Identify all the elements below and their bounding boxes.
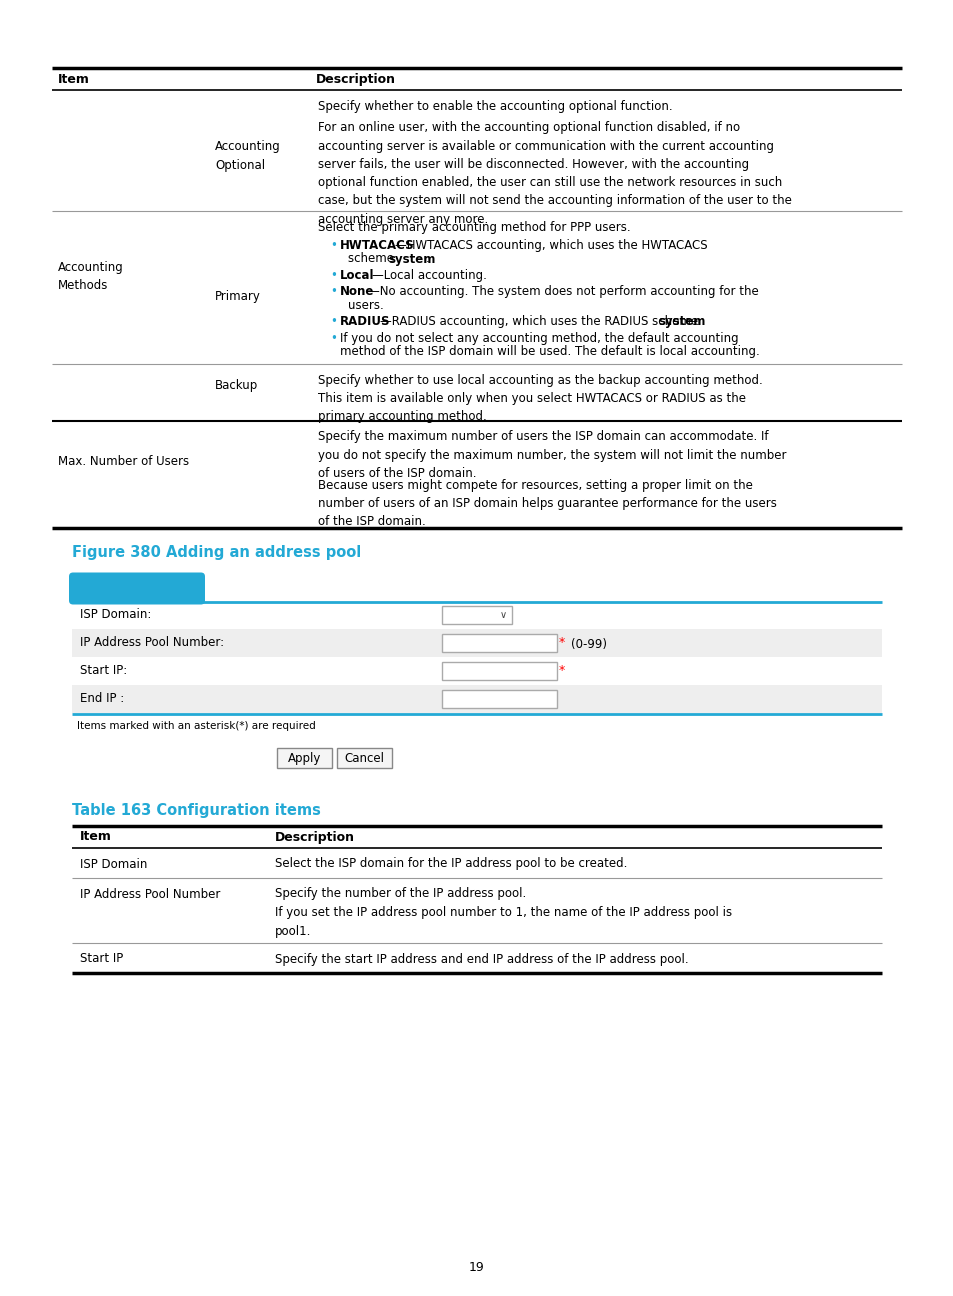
Text: Specify whether to use local accounting as the backup accounting method.
This it: Specify whether to use local accounting …	[317, 375, 762, 424]
Text: Because users might compete for resources, setting a proper limit on the
number : Because users might compete for resource…	[317, 480, 776, 529]
Bar	[441, 635, 557, 652]
Text: Apply: Apply	[288, 753, 321, 766]
Text: Description: Description	[274, 831, 355, 844]
Text: •: •	[330, 285, 336, 298]
Text: Item: Item	[58, 73, 90, 86]
Text: pool1.: pool1.	[274, 924, 311, 937]
Text: Item: Item	[80, 831, 112, 844]
Text: If you set the IP address pool number to 1, the name of the IP address pool is: If you set the IP address pool number to…	[274, 906, 731, 919]
Text: Specify the number of the IP address pool.: Specify the number of the IP address poo…	[274, 888, 526, 901]
Text: *: *	[558, 665, 565, 678]
Text: Description: Description	[315, 73, 395, 86]
Text: scheme: scheme	[348, 253, 397, 266]
Text: •: •	[330, 315, 336, 328]
Text: 19: 19	[469, 1261, 484, 1274]
Text: Select the primary accounting method for PPP users.: Select the primary accounting method for…	[317, 220, 630, 233]
Text: Specify the start IP address and end IP address of the IP address pool.: Specify the start IP address and end IP …	[274, 953, 688, 966]
Text: Select the ISP domain for the IP address pool to be created.: Select the ISP domain for the IP address…	[274, 858, 627, 871]
Text: Start IP: Start IP	[80, 953, 123, 966]
Text: Accounting
Optional: Accounting Optional	[214, 140, 280, 172]
Text: Local: Local	[339, 270, 375, 283]
Text: Items marked with an asterisk(*) are required: Items marked with an asterisk(*) are req…	[77, 722, 315, 731]
Text: Primary: Primary	[214, 290, 260, 303]
Text: IP Address Pool Number:: IP Address Pool Number:	[80, 636, 224, 649]
Text: .: .	[696, 315, 699, 328]
Text: Backup: Backup	[214, 378, 258, 391]
Text: •: •	[330, 332, 336, 345]
Text: ISP Domain:: ISP Domain:	[80, 609, 152, 622]
FancyBboxPatch shape	[69, 573, 205, 604]
Text: End IP :: End IP :	[80, 692, 124, 705]
Bar	[441, 607, 512, 625]
Text: ∨: ∨	[499, 610, 507, 621]
Text: —HWTACACS accounting, which uses the HWTACACS: —HWTACACS accounting, which uses the HWT…	[395, 238, 707, 251]
Text: If you do not select any accounting method, the default accounting: If you do not select any accounting meth…	[339, 332, 738, 345]
Text: Start IP:: Start IP:	[80, 665, 127, 678]
Bar	[336, 749, 392, 769]
Text: —Local accounting.: —Local accounting.	[372, 270, 486, 283]
Text: Specify the maximum number of users the ISP domain can accommodate. If
you do no: Specify the maximum number of users the …	[317, 430, 785, 480]
Bar	[71, 686, 882, 714]
Text: For an online user, with the accounting optional function disabled, if no
accoun: For an online user, with the accounting …	[317, 122, 791, 226]
Text: system: system	[388, 253, 435, 266]
Text: system: system	[658, 315, 704, 328]
Text: Figure 380 Adding an address pool: Figure 380 Adding an address pool	[71, 546, 361, 560]
Text: None: None	[339, 285, 374, 298]
Text: Max. Number of Users: Max. Number of Users	[58, 455, 189, 468]
Text: •: •	[330, 270, 336, 283]
Text: —No accounting. The system does not perform accounting for the: —No accounting. The system does not perf…	[368, 285, 758, 298]
Text: HWTACACS: HWTACACS	[339, 238, 415, 251]
Text: IP Address Pool Number: IP Address Pool Number	[80, 888, 220, 901]
Text: Cancel: Cancel	[344, 753, 384, 766]
Text: ISP Domain: ISP Domain	[80, 858, 147, 871]
Text: method of the ISP domain will be used. The default is local accounting.: method of the ISP domain will be used. T…	[339, 346, 759, 359]
Text: Add IP Address Pool: Add IP Address Pool	[82, 582, 192, 592]
Bar	[441, 691, 557, 709]
Text: Specify whether to enable the accounting optional function.: Specify whether to enable the accounting…	[317, 100, 672, 113]
Text: *: *	[558, 636, 565, 649]
Text: •: •	[330, 238, 336, 251]
Bar	[276, 749, 332, 769]
Bar	[441, 662, 557, 680]
Text: .: .	[426, 253, 429, 266]
Text: Table 163 Configuration items: Table 163 Configuration items	[71, 804, 320, 819]
Text: Accounting
Methods: Accounting Methods	[58, 260, 124, 292]
Text: users.: users.	[348, 299, 383, 312]
Text: RADIUS: RADIUS	[339, 315, 390, 328]
Bar	[71, 630, 882, 657]
Text: —RADIUS accounting, which uses the RADIUS scheme: —RADIUS accounting, which uses the RADIU…	[379, 315, 701, 328]
Text: (0-99): (0-99)	[571, 639, 606, 652]
